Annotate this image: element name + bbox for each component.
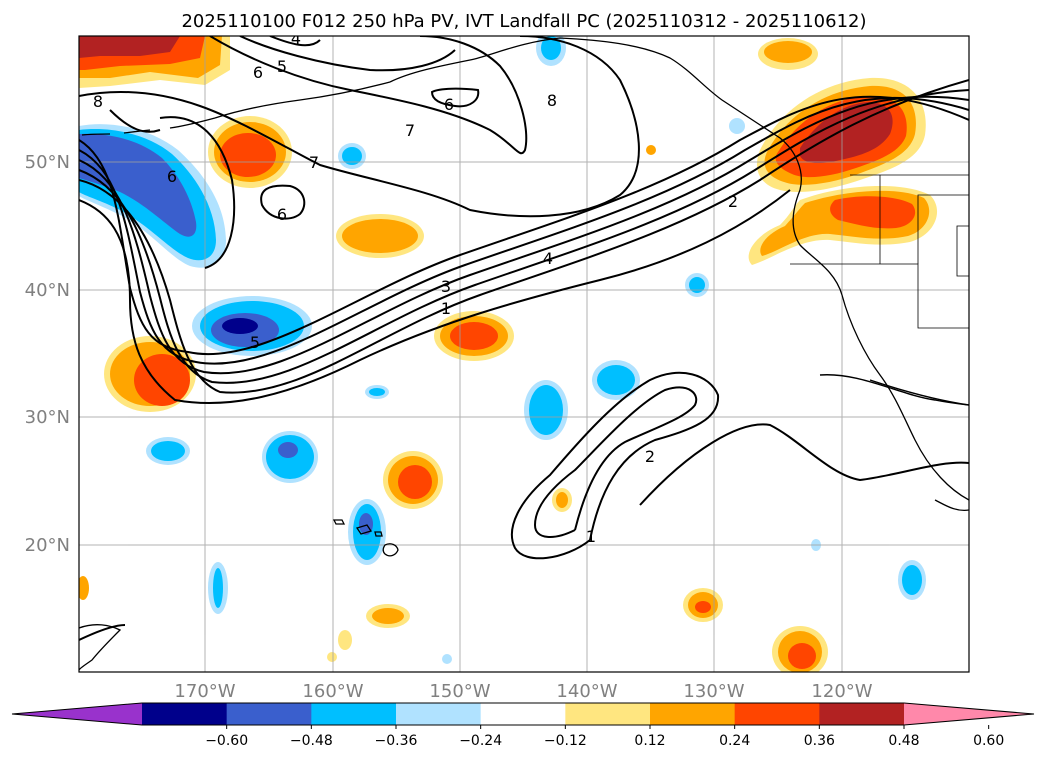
colorbar-swatch [142,703,228,725]
contour-label: 5 [250,333,260,352]
colorbar-tick-label: −0.48 [290,733,333,749]
colorbar-extend-max [904,703,1034,725]
gridlines [79,36,969,672]
figure-title: 2025110100 F012 250 hPa PV, IVT Landfall… [181,11,866,32]
contour-label: 2 [728,192,738,211]
colorbar-tick-label: 0.12 [634,733,665,749]
lon-label: 130°W [683,681,744,702]
map-frame [78,35,970,673]
contour-label: 5 [277,57,287,76]
longitude-labels: 170°W 160°W 150°W 140°W 130°W 120°W [174,681,872,702]
colorbar-swatch [819,703,905,725]
contour-label: 8 [93,92,103,111]
lon-label: 170°W [174,681,235,702]
lat-label: 20°N [25,535,70,556]
colorbar-tick-label: −0.60 [205,733,248,749]
colorbar-tick-label: 0.48 [888,733,919,749]
contour-label: 1 [441,299,451,318]
latitude-labels: 50°N 40°N 30°N 20°N [25,152,70,556]
contour-label: 2 [645,447,655,466]
lat-label: 50°N [25,152,70,173]
contour-label: 7 [309,153,319,172]
colorbar-swatch [480,703,566,725]
colorbar: −0.60 −0.48 −0.36 −0.24 −0.12 0.12 0.24 0.36 0.4… [11,702,1035,749]
colorbar-tick-label: 0.24 [719,733,750,749]
contour-label: 4 [543,249,553,268]
colorbar-swatch [226,703,312,725]
colorbar-swatch [650,703,736,725]
colorbar-tick-label: −0.12 [544,733,587,749]
colorbar-swatch [565,703,651,725]
contour-label: 1 [586,527,596,546]
colorbar-extend-min [12,703,142,725]
colorbar-swatch [396,703,482,725]
contour-label: 6 [277,205,287,224]
ivt-contours [79,36,969,641]
lat-label: 30°N [25,407,70,428]
contour-label: 7 [405,121,415,140]
lon-label: 140°W [556,681,617,702]
colorbar-tick-label: 0.60 [973,733,1004,749]
contour-label: 3 [441,277,451,296]
lat-label: 40°N [25,280,70,301]
contour-label: 6 [444,95,454,114]
contour-label: 4 [291,29,301,48]
colorbar-swatch [311,703,397,725]
colorbar-swatch [734,703,820,725]
contour-label: 8 [547,91,557,110]
map-panel: 4 5 6 6 8 8 7 7 6 6 5 4 3 2 1 2 1 [79,29,969,672]
contour-labels: 4 5 6 6 8 8 7 7 6 6 5 4 3 2 1 2 1 [93,29,738,546]
colorbar-outline [11,702,1035,726]
contour-label: 6 [167,167,177,186]
lon-label: 120°W [811,681,872,702]
colorbar-tick-label: −0.24 [459,733,502,749]
colorbar-tick-label: 0.36 [804,733,835,749]
coastlines [79,37,969,671]
lon-label: 150°W [429,681,490,702]
lon-label: 160°W [302,681,363,702]
contour-label: 6 [253,63,263,82]
colorbar-tick-label: −0.36 [375,733,418,749]
